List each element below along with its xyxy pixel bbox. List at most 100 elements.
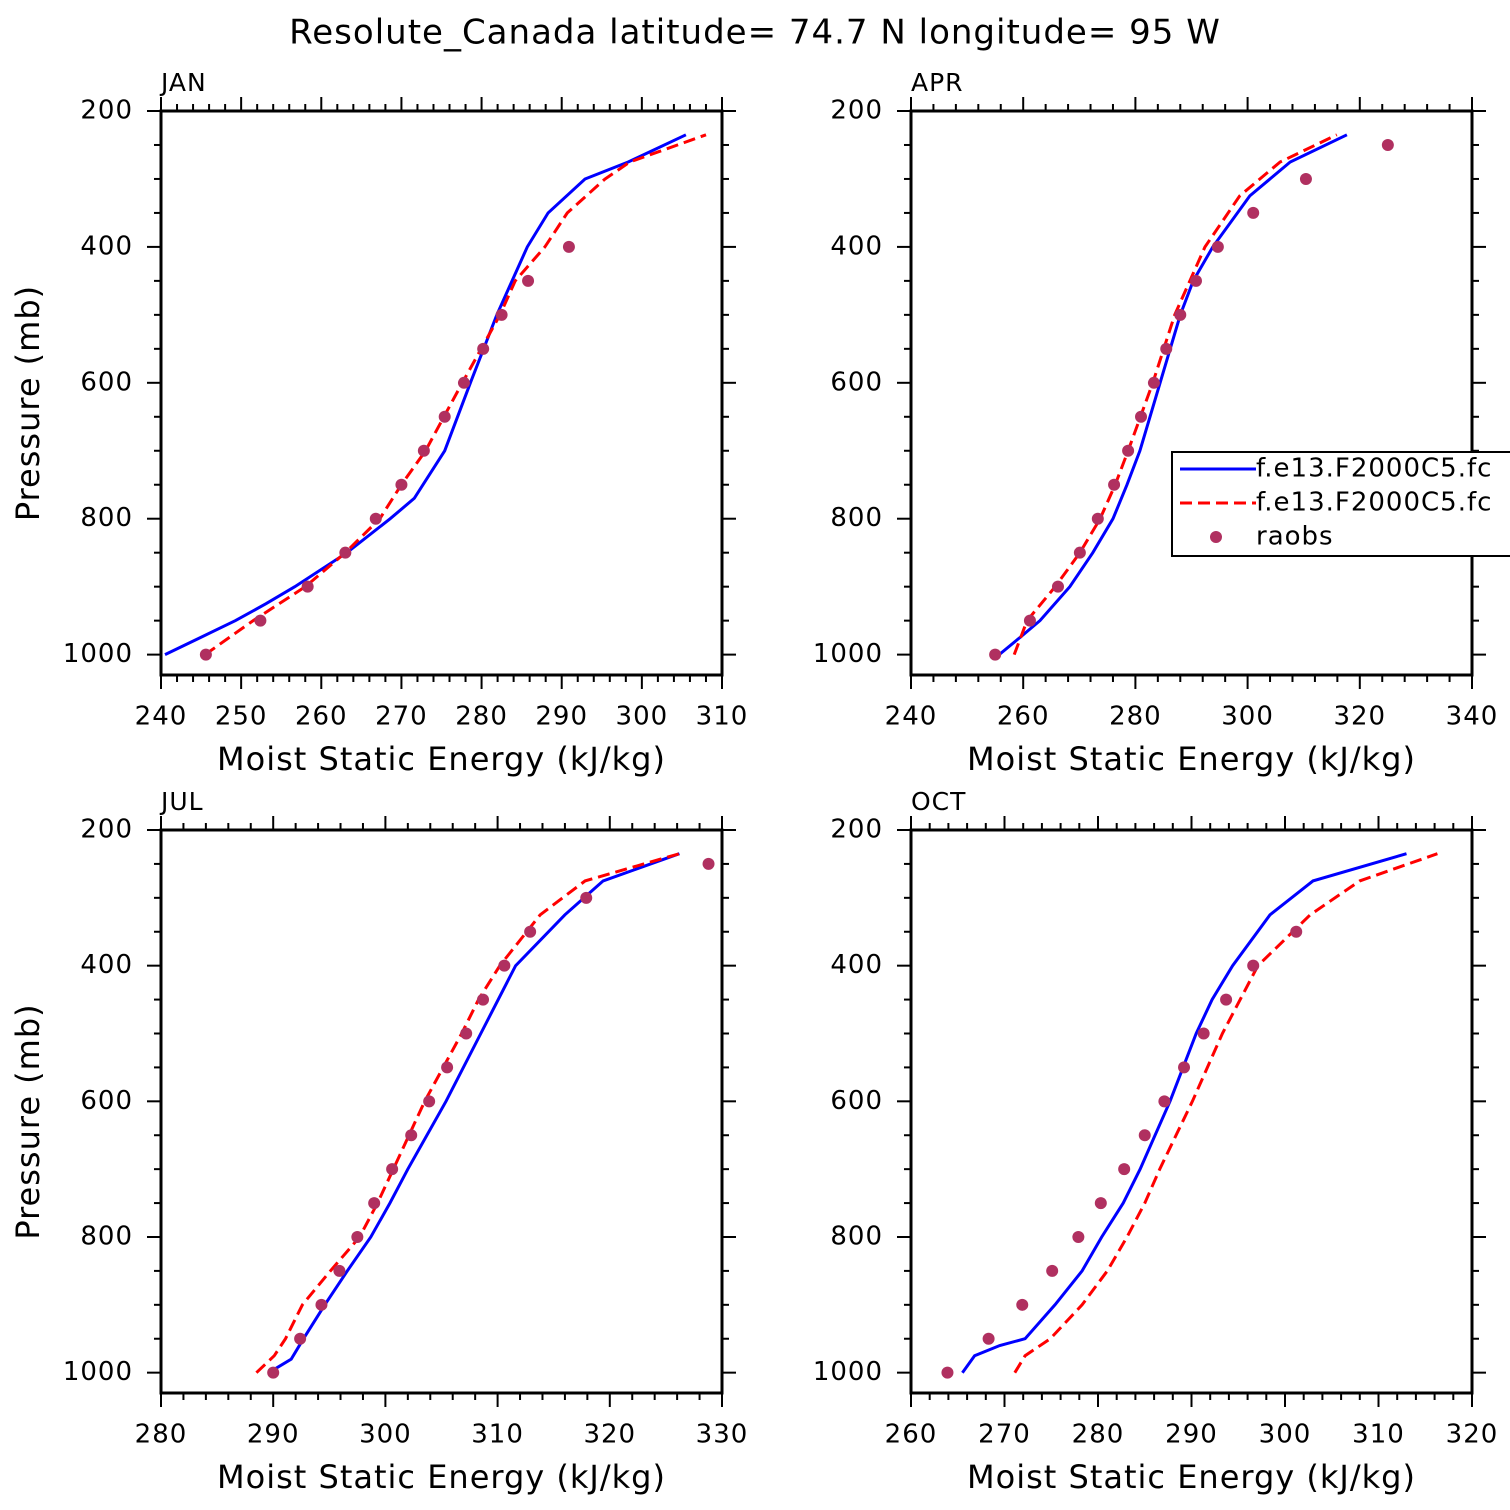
raob-point xyxy=(498,959,511,972)
raob-point xyxy=(1135,410,1148,423)
raob-point xyxy=(1122,444,1135,457)
raob-point xyxy=(441,1061,454,1074)
raob-point xyxy=(1091,512,1104,525)
raob-point xyxy=(1211,240,1224,253)
panel-title: JAN xyxy=(159,68,207,97)
y-tick-label: 600 xyxy=(830,367,883,397)
x-tick-label: 310 xyxy=(696,702,749,732)
x-tick-label: 300 xyxy=(359,1420,412,1450)
x-tick-label: 290 xyxy=(1165,1420,1218,1450)
x-tick-label: 280 xyxy=(455,702,508,732)
y-tick-label: 800 xyxy=(80,1221,133,1251)
x-tick-label: 300 xyxy=(1259,1420,1312,1450)
raob-point xyxy=(315,1298,328,1311)
plot-frame xyxy=(159,828,724,1395)
model-line xyxy=(1013,852,1438,1374)
raob-point xyxy=(1051,580,1064,593)
raob-point xyxy=(1147,376,1160,389)
panel: 260 270 280 290 300 310 320 200 400 600 800 1000 OCT… xyxy=(813,787,1499,1496)
raob-point xyxy=(199,648,212,661)
model-line xyxy=(994,133,1348,660)
raob-point xyxy=(369,512,382,525)
raob-point xyxy=(1247,206,1260,219)
plot-frame xyxy=(159,109,724,677)
plot-area xyxy=(164,133,707,661)
panel: 240 260 280 300 320 340 200 400 600 800 1000 APR Moi… xyxy=(813,68,1510,778)
raob-point xyxy=(1299,172,1312,185)
x-axis-label: Moist Static Energy (kJ/kg) xyxy=(217,740,666,778)
x-tick-label: 280 xyxy=(135,1420,188,1450)
x-tick-label: 260 xyxy=(885,1420,938,1450)
x-tick-label: 280 xyxy=(1072,1420,1125,1450)
raob-point xyxy=(1016,1298,1029,1311)
raob-point xyxy=(1094,1197,1107,1210)
y-tick-label: 800 xyxy=(830,1221,883,1251)
panel-title: JUL xyxy=(159,787,204,816)
y-tick-label: 200 xyxy=(80,815,133,845)
x-tick-label: 300 xyxy=(616,702,669,732)
y-tick-label: 800 xyxy=(80,503,133,533)
x-tick-label: 290 xyxy=(247,1420,300,1450)
raob-point xyxy=(386,1163,399,1176)
x-tick-label: 310 xyxy=(1352,1420,1405,1450)
y-tick-label: 600 xyxy=(80,1086,133,1116)
raob-point xyxy=(522,274,535,287)
y-tick-label: 200 xyxy=(830,815,883,845)
legend-marker xyxy=(1210,531,1222,543)
model-line xyxy=(255,852,680,1374)
raob-point xyxy=(1023,614,1036,627)
y-tick-label: 400 xyxy=(80,950,133,980)
x-tick-label: 320 xyxy=(1333,702,1386,732)
raob-point xyxy=(562,240,575,253)
raob-point xyxy=(405,1129,418,1142)
raob-point xyxy=(460,1027,473,1040)
x-tick-label: 240 xyxy=(885,702,938,732)
plot-area xyxy=(989,133,1394,661)
raob-point xyxy=(989,648,1002,661)
x-tick-label: 300 xyxy=(1221,702,1274,732)
x-tick-label: 280 xyxy=(1109,702,1162,732)
raob-point xyxy=(477,993,490,1006)
raob-point xyxy=(457,376,470,389)
raob-point xyxy=(580,891,593,904)
model-line xyxy=(164,133,687,656)
raob-point xyxy=(294,1332,307,1345)
panel: 280 290 300 310 320 330 200 400 600 800 1000 JUL Moi… xyxy=(9,787,749,1496)
x-tick-label: 340 xyxy=(1446,702,1499,732)
raob-point xyxy=(1108,478,1121,491)
x-tick-label: 310 xyxy=(471,1420,524,1450)
raob-point xyxy=(982,1332,995,1345)
raob-point xyxy=(1158,1095,1171,1108)
x-tick-label: 290 xyxy=(535,702,588,732)
y-tick-label: 600 xyxy=(80,367,133,397)
y-tick-label: 800 xyxy=(830,503,883,533)
panel: 240 250 260 270 280 290 300 310 200 400 600 800 1000… xyxy=(9,68,749,778)
x-tick-label: 260 xyxy=(295,702,348,732)
plot-area xyxy=(941,852,1438,1379)
raob-point xyxy=(1381,138,1394,151)
x-axis-label: Moist Static Energy (kJ/kg) xyxy=(967,740,1416,778)
y-tick-label: 1000 xyxy=(813,1357,883,1387)
raob-point xyxy=(417,444,430,457)
raob-point xyxy=(1046,1264,1059,1277)
x-tick-label: 320 xyxy=(1446,1420,1499,1450)
model-line xyxy=(267,852,680,1374)
y-tick-label: 400 xyxy=(830,950,883,980)
x-axis-label: Moist Static Energy (kJ/kg) xyxy=(967,1458,1416,1496)
x-tick-label: 250 xyxy=(215,702,268,732)
raob-point xyxy=(301,580,314,593)
raob-point xyxy=(395,478,408,491)
raob-point xyxy=(495,308,508,321)
raob-point xyxy=(702,857,715,870)
raob-point xyxy=(941,1366,954,1379)
plot-frame xyxy=(909,828,1474,1395)
raob-point xyxy=(1138,1129,1151,1142)
panel-title: OCT xyxy=(911,787,966,816)
raob-point xyxy=(1073,546,1086,559)
x-tick-label: 330 xyxy=(696,1420,749,1450)
y-axis-label: Pressure (mb) xyxy=(9,285,47,521)
y-tick-label: 1000 xyxy=(813,639,883,669)
y-axis-label: Pressure (mb) xyxy=(9,1003,47,1239)
